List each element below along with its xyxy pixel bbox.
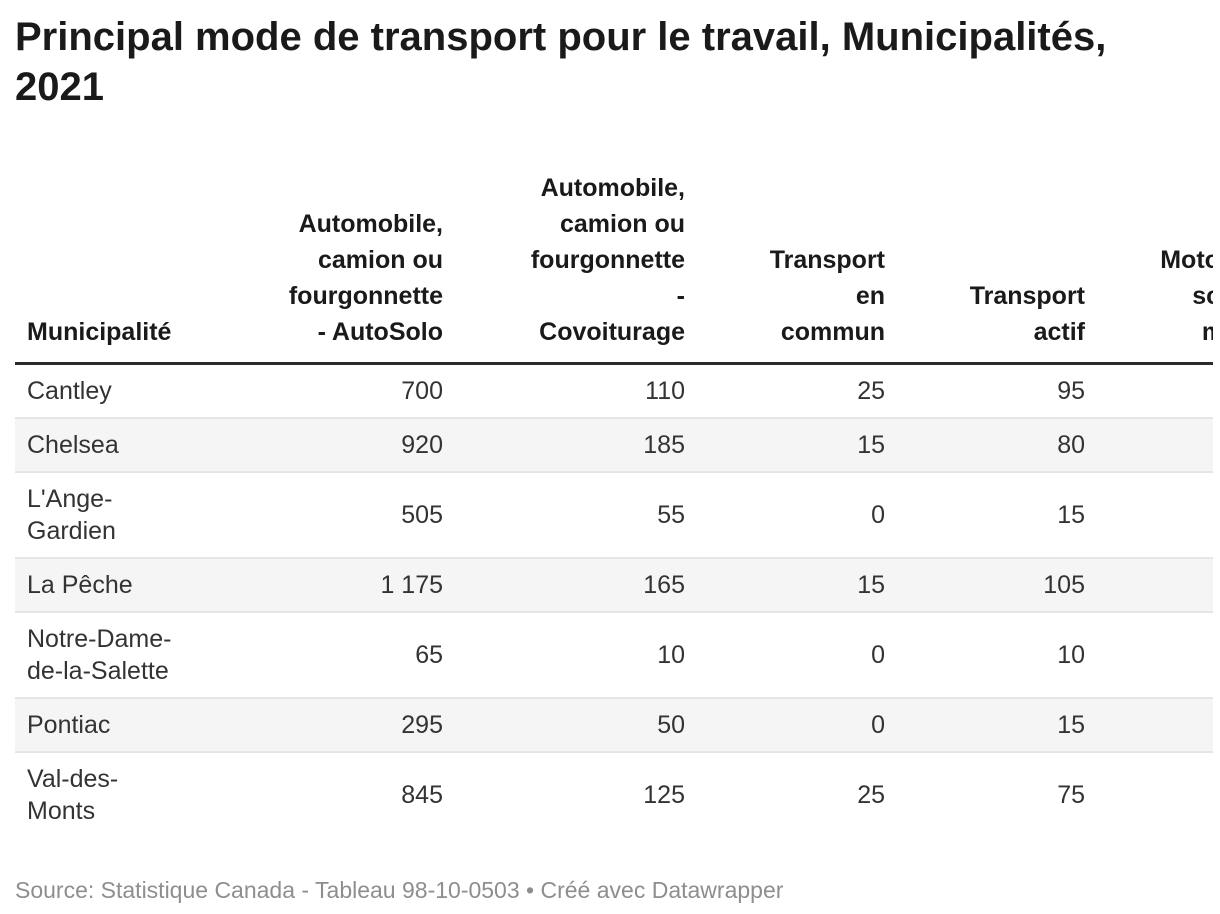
column-header-covoiturage: Automobile, camion ou fourgonnette - Cov… bbox=[530, 174, 685, 346]
column-header-transport-actif: Transport actif bbox=[969, 282, 1085, 346]
column-header-autosolo: Automobile, camion ou fourgonnette - Aut… bbox=[288, 210, 443, 346]
cell-moto-scooter bbox=[1097, 612, 1213, 698]
table-row-la-peche: La Pêche 1 175 165 15 105 bbox=[15, 558, 1213, 612]
cell-autosolo: 700 bbox=[401, 377, 443, 405]
cell-transport-en-commun: 0 bbox=[871, 641, 885, 669]
table-body: Cantley 700 110 25 95 Chelsea 920 185 15… bbox=[15, 364, 1213, 838]
column-header-transport-en-commun: Transport en commun bbox=[769, 246, 885, 346]
cell-municipality: La Pêche bbox=[27, 571, 133, 599]
cell-transport-en-commun: 15 bbox=[857, 431, 885, 459]
cell-municipality: L'Ange-Gardien bbox=[27, 485, 116, 545]
cell-autosolo: 65 bbox=[415, 641, 443, 669]
cell-covoiturage: 165 bbox=[643, 571, 685, 599]
cell-municipality: Chelsea bbox=[27, 431, 119, 459]
cell-transport-actif: 15 bbox=[1057, 501, 1085, 529]
table-row-chelsea: Chelsea 920 185 15 80 bbox=[15, 418, 1213, 472]
data-table: Municipalité Automobile, camion ou fourg… bbox=[15, 170, 1213, 837]
chart-container: Principal mode de transport pour le trav… bbox=[15, 12, 1213, 905]
footer-separator: • bbox=[519, 877, 541, 903]
cell-moto-scooter bbox=[1097, 472, 1213, 558]
cell-covoiturage: 110 bbox=[645, 377, 685, 405]
cell-municipality: Cantley bbox=[27, 377, 112, 405]
table-row-cantley: Cantley 700 110 25 95 bbox=[15, 364, 1213, 419]
table-row-pontiac: Pontiac 295 50 0 15 bbox=[15, 698, 1213, 752]
cell-autosolo: 505 bbox=[401, 501, 443, 529]
cell-moto-scooter bbox=[1097, 698, 1213, 752]
cell-covoiturage: 55 bbox=[657, 501, 685, 529]
datawrapper-byline[interactable]: Créé avec Datawrapper bbox=[540, 877, 784, 903]
header-row: Municipalité Automobile, camion ou fourg… bbox=[15, 170, 1213, 364]
column-header-municipalite: Municipalité bbox=[27, 318, 172, 346]
cell-transport-actif: 10 bbox=[1057, 641, 1085, 669]
attribution-footer: Source: Statistique Canada - Tableau 98-… bbox=[15, 875, 1213, 905]
cell-moto-scooter bbox=[1097, 752, 1213, 837]
table-row-lange-gardien: L'Ange-Gardien 505 55 0 15 bbox=[15, 472, 1213, 558]
cell-autosolo: 845 bbox=[401, 781, 443, 809]
chart-title: Principal mode de transport pour le trav… bbox=[15, 15, 1107, 109]
cell-transport-en-commun: 0 bbox=[871, 501, 885, 529]
source-text: Source: Statistique Canada - Tableau 98-… bbox=[15, 877, 520, 903]
cell-moto-scooter bbox=[1097, 418, 1213, 472]
cell-moto-scooter bbox=[1097, 364, 1213, 419]
table-row-notre-dame-de-la-salette: Notre-Dame-de-la-Salette 65 10 0 10 bbox=[15, 612, 1213, 698]
cell-transport-en-commun: 25 bbox=[857, 377, 885, 405]
cell-transport-en-commun: 25 bbox=[857, 781, 885, 809]
cell-transport-actif: 15 bbox=[1057, 711, 1085, 739]
cell-autosolo: 1 175 bbox=[380, 571, 443, 599]
cell-municipality: Pontiac bbox=[27, 711, 111, 739]
cell-transport-en-commun: 15 bbox=[857, 571, 885, 599]
cell-transport-actif: 105 bbox=[1043, 571, 1085, 599]
cell-transport-actif: 75 bbox=[1057, 781, 1085, 809]
column-header-moto-scooter: Motocyclette, scooter ou mobylette bbox=[1160, 246, 1213, 346]
cell-covoiturage: 10 bbox=[657, 641, 685, 669]
table-row-val-des-monts: Val-des-Monts 845 125 25 75 bbox=[15, 752, 1213, 837]
cell-transport-en-commun: 0 bbox=[871, 711, 885, 739]
table-header: Municipalité Automobile, camion ou fourg… bbox=[15, 170, 1213, 364]
cell-autosolo: 920 bbox=[401, 431, 443, 459]
cell-municipality: Val-des-Monts bbox=[27, 765, 119, 825]
cell-moto-scooter bbox=[1097, 558, 1213, 612]
cell-municipality: Notre-Dame-de-la-Salette bbox=[27, 625, 172, 685]
cell-covoiturage: 50 bbox=[657, 711, 685, 739]
cell-transport-actif: 95 bbox=[1057, 377, 1085, 405]
cell-transport-actif: 80 bbox=[1057, 431, 1085, 459]
cell-autosolo: 295 bbox=[401, 711, 443, 739]
cell-covoiturage: 185 bbox=[643, 431, 685, 459]
cell-covoiturage: 125 bbox=[643, 781, 685, 809]
